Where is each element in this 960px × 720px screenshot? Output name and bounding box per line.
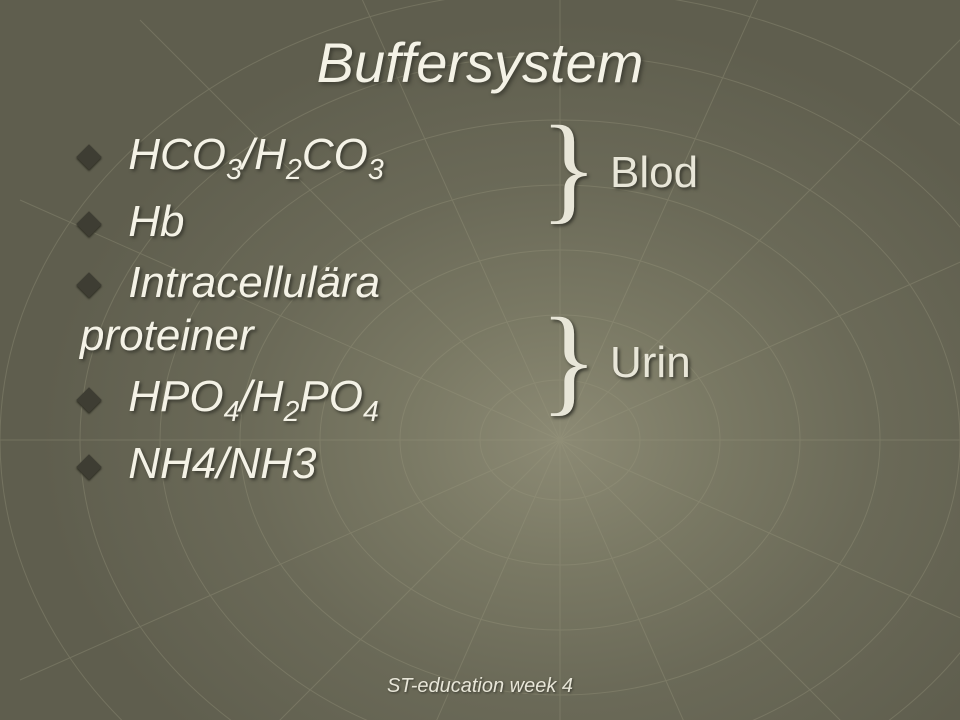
bullet-marker-icon bbox=[76, 454, 101, 479]
bullet-item: Hb bbox=[80, 197, 510, 247]
bullet-list: HCO3/H2CO3 Hb Intracellulära proteiner H… bbox=[80, 120, 510, 499]
bullet-marker-icon bbox=[76, 387, 101, 412]
brace-icon: } bbox=[540, 108, 598, 228]
bullet-item: HPO4/H2PO4 bbox=[80, 372, 510, 429]
footer-text: ST-education week 4 bbox=[0, 675, 960, 698]
bullet-label: HCO3/H2CO3 bbox=[128, 130, 384, 179]
bullet-item: HCO3/H2CO3 bbox=[80, 130, 510, 187]
bullet-marker-icon bbox=[76, 272, 101, 297]
bullet-item: NH4/NH3 bbox=[80, 439, 510, 489]
bullet-label: HPO4/H2PO4 bbox=[128, 372, 379, 421]
bullet-label: NH4/NH3 bbox=[128, 439, 316, 488]
brace-label: Urin bbox=[610, 338, 691, 388]
bullet-marker-icon bbox=[76, 211, 101, 236]
brace-icon: } bbox=[540, 300, 598, 420]
slide: Buffersystem HCO3/H2CO3 Hb Intracellulär… bbox=[0, 0, 960, 720]
bullet-label: Intracellulära proteiner bbox=[80, 258, 380, 360]
slide-title: Buffersystem bbox=[0, 30, 960, 95]
bullet-marker-icon bbox=[76, 145, 101, 170]
bullet-item: Intracellulära proteiner bbox=[80, 257, 510, 363]
brace-label: Blod bbox=[610, 148, 698, 198]
bullet-label: Hb bbox=[128, 197, 184, 246]
